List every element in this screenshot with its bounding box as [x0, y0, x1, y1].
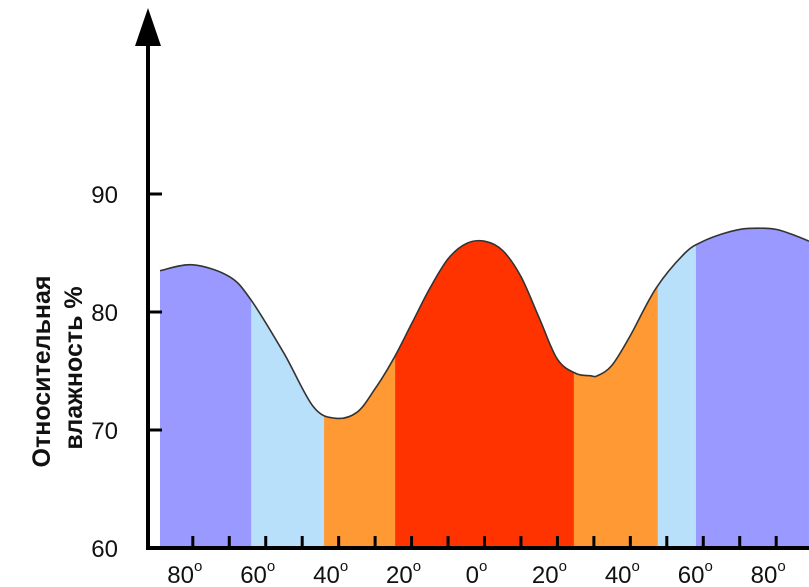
band-5	[657, 228, 697, 548]
degree-symbol: o	[559, 558, 567, 575]
y-tick-label: 70	[91, 418, 118, 445]
humidity-curve	[159, 227, 809, 420]
degree-symbol: o	[267, 558, 275, 575]
degree-symbol: o	[632, 558, 640, 575]
axes	[135, 8, 809, 550]
y-axis-ticks: 60 70 80 90	[91, 182, 162, 563]
x-tick-label: 40o	[313, 558, 348, 587]
x-tick-label: 60o	[240, 558, 275, 587]
band-6	[695, 228, 809, 548]
x-tick-label: 0o	[466, 558, 488, 587]
y-tick-label: 80	[91, 300, 118, 327]
band-4	[573, 228, 659, 548]
latitude-bands	[160, 228, 809, 548]
y-axis-title-line-2: влажность %	[60, 286, 88, 449]
x-tick-label: 40o	[605, 558, 640, 587]
degree-symbol: o	[194, 558, 202, 575]
x-tick-label: 80o	[751, 558, 786, 587]
y-tick-label: 90	[91, 182, 118, 209]
y-axis-title: Относительная влажность %	[28, 269, 88, 468]
x-tick-label: 20o	[386, 558, 421, 587]
band-0	[160, 228, 252, 548]
y-tick-label: 60	[91, 536, 118, 563]
x-tick-label: 80o	[167, 558, 202, 587]
x-tick-label: 60o	[678, 558, 713, 587]
degree-symbol: o	[777, 558, 785, 575]
y-axis-title-line-1: Относительная	[28, 275, 56, 467]
degree-symbol: o	[413, 558, 421, 575]
degree-symbol: o	[479, 558, 487, 575]
band-1	[251, 228, 325, 548]
degree-symbol: o	[704, 558, 712, 575]
x-tick-label: 20o	[532, 558, 567, 587]
degree-symbol: o	[340, 558, 348, 575]
band-2	[324, 228, 396, 548]
band-3	[395, 228, 575, 548]
y-axis-arrow	[135, 8, 161, 46]
